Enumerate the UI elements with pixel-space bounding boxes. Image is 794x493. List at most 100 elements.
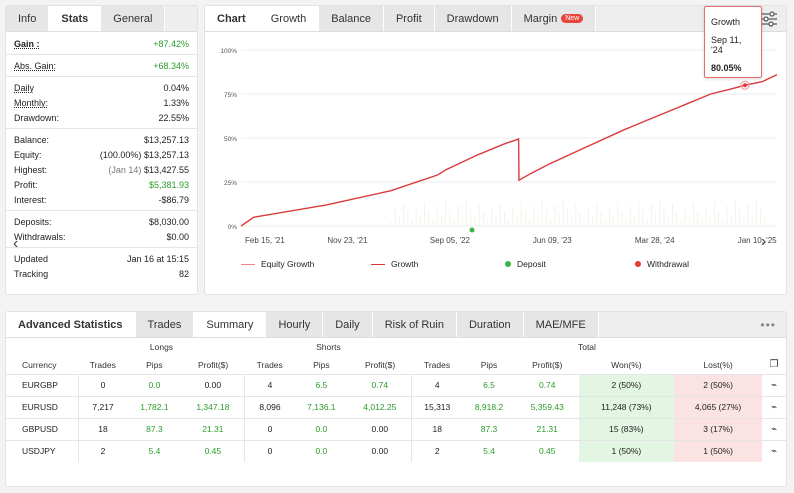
copy-icon[interactable]: ❐	[769, 359, 779, 371]
table-cell: 8,918.2	[462, 395, 516, 418]
currency-cell: GBPUSD	[6, 417, 78, 440]
left-tabs: Info Stats General	[6, 6, 197, 32]
stat-profit: Profit: $5,381.93	[6, 177, 197, 192]
equity-amount: $13,257.13	[143, 149, 189, 160]
y-tick-label: 50%	[224, 136, 237, 143]
stat-gain: Gain : +87.42%	[6, 36, 197, 51]
legend-growth[interactable]: Growth	[371, 259, 418, 269]
sliders-icon[interactable]	[760, 11, 778, 27]
growth-line-icon	[371, 263, 385, 265]
table-cell: 87.3	[127, 417, 182, 440]
tab-growth[interactable]: Growth	[258, 6, 320, 31]
profit-value: $5,381.93	[148, 179, 189, 190]
growth-chart[interactable]: 0% 25% 50% 75% 100% Feb 15, '21 Nov 23, '21 Sep…	[205, 36, 788, 261]
col-pips[interactable]: Pips	[146, 359, 163, 370]
col-trades[interactable]: Trades	[89, 359, 116, 370]
table-cell: 4	[411, 373, 463, 396]
col-currency[interactable]: Currency	[22, 359, 57, 370]
tab-daily[interactable]: Daily	[323, 312, 373, 337]
group-shorts: Shorts	[316, 342, 341, 352]
advanced-statistics-panel: Advanced Statistics Trades Summary Hourl…	[5, 311, 787, 487]
col-pips[interactable]: Pips	[480, 359, 498, 370]
tab-summary[interactable]: Summary	[194, 312, 267, 337]
chart-icon[interactable]: ⌁	[762, 395, 786, 418]
legend-withdrawal-label: Withdrawal	[647, 259, 690, 269]
tab-stats[interactable]: Stats	[49, 6, 102, 31]
table-cell: 1,347.18	[181, 395, 245, 418]
col-lost[interactable]: Lost(%)	[703, 359, 733, 370]
tab-profit[interactable]: Profit	[383, 6, 435, 31]
tab-mae-mfe[interactable]: MAE/MFE	[523, 312, 599, 337]
chart-icon[interactable]: ⌁	[762, 439, 786, 462]
table-cell: 6.5	[462, 373, 516, 396]
col-pips[interactable]: Pips	[313, 359, 330, 370]
gain-label[interactable]: Gain :	[14, 38, 40, 49]
new-badge: New	[561, 14, 584, 24]
table-cell: 2 (50%)	[578, 373, 675, 396]
table-cell: 0.0	[294, 417, 349, 440]
col-trades[interactable]: Trades	[256, 359, 283, 370]
tab-trades[interactable]: Trades	[135, 312, 195, 337]
col-trades[interactable]: Trades	[423, 359, 451, 370]
tab-general[interactable]: General	[101, 6, 166, 31]
tab-advanced-statistics: Advanced Statistics	[6, 312, 136, 337]
daily-value: 0.04%	[163, 82, 189, 93]
table-cell: 4,012.25	[348, 395, 412, 418]
highest-label: Highest:	[14, 164, 48, 175]
tooltip-series: Growth	[711, 17, 741, 27]
col-won[interactable]: Won(%)	[611, 359, 642, 370]
tab-risk-of-ruin[interactable]: Risk of Ruin	[372, 312, 457, 337]
table-cell: 2 (50%)	[674, 373, 762, 396]
monthly-label[interactable]: Monthly:	[14, 97, 49, 108]
table-body: EURGBP 0 0.0 0.00 4 6.5 0.74 4 6.5 0.74 2 (50%) 2 (…	[6, 373, 786, 462]
tab-hourly[interactable]: Hourly	[266, 312, 324, 337]
stat-balance: Balance: $13,257.13	[6, 132, 197, 147]
col-profit[interactable]: Profit($)	[364, 359, 396, 370]
col-profit[interactable]: Profit($)	[532, 359, 563, 370]
table-row: EURGBP 0 0.0 0.00 4 6.5 0.74 4 6.5 0.74 2 (50%) 2 (…	[6, 373, 786, 396]
equity-label: Equity:	[14, 149, 42, 160]
chevron-right-icon[interactable]: ›	[761, 233, 767, 250]
table-cell: 0	[244, 439, 295, 462]
table-cell: 0.74	[348, 373, 412, 396]
highest-date: (Jan 14)	[108, 164, 142, 175]
tab-info[interactable]: Info	[6, 6, 50, 31]
legend-withdrawal[interactable]: Withdrawal	[635, 259, 689, 269]
table-cell: 0	[244, 417, 295, 440]
currency-cell: EURUSD	[6, 395, 78, 418]
col-profit[interactable]: Profit($)	[198, 359, 229, 370]
chart-icon[interactable]: ⌁	[762, 373, 786, 396]
tab-chart[interactable]: Chart	[205, 6, 259, 31]
balance-value: $13,257.13	[143, 134, 189, 145]
summary-table: Longs Shorts Total Currency Trades Pips …	[6, 338, 786, 462]
updated-value: Jan 16 at 15:15	[126, 253, 189, 264]
table-cell: 15,313	[411, 395, 463, 418]
legend-deposit[interactable]: Deposit	[505, 259, 546, 269]
legend-growth-label: Growth	[391, 259, 419, 269]
x-tick-label: Nov 23, '21	[327, 236, 368, 245]
chevron-left-icon[interactable]: ‹	[13, 235, 19, 252]
y-tick-label: 75%	[224, 92, 237, 99]
tab-margin[interactable]: Margin New	[511, 6, 597, 31]
abs-gain-label[interactable]: Abs. Gain:	[14, 60, 57, 71]
tracking-value: 82	[178, 268, 189, 279]
updated-label: Updated	[14, 253, 49, 264]
interest-label: Interest:	[14, 194, 47, 205]
table-cell: 0	[77, 373, 128, 396]
daily-label[interactable]: Daily	[14, 82, 35, 93]
tab-balance[interactable]: Balance	[319, 6, 384, 31]
chart-tabs: Chart Growth Balance Profit Drawdown Mar…	[205, 6, 786, 32]
table-cell: 5.4	[462, 439, 516, 462]
legend-equity[interactable]: Equity Growth	[241, 259, 314, 269]
tab-drawdown[interactable]: Drawdown	[434, 6, 512, 31]
table-row: USDJPY 2 5.4 0.45 0 0.0 0.00 2 5.4 0.45 1 (50%) 1 (…	[6, 439, 786, 462]
table-cell: 6.5	[294, 373, 349, 396]
table-cell: 2	[411, 439, 463, 462]
stat-equity: Equity: (100.00%) $13,257.13	[6, 147, 197, 162]
group-total: Total	[577, 342, 596, 352]
growth-series-line	[240, 73, 778, 227]
table-cell: 11,248 (73%)	[578, 395, 675, 418]
tab-duration[interactable]: Duration	[456, 312, 524, 337]
chart-icon[interactable]: ⌁	[762, 417, 786, 440]
more-icon[interactable]: •••	[760, 318, 776, 332]
